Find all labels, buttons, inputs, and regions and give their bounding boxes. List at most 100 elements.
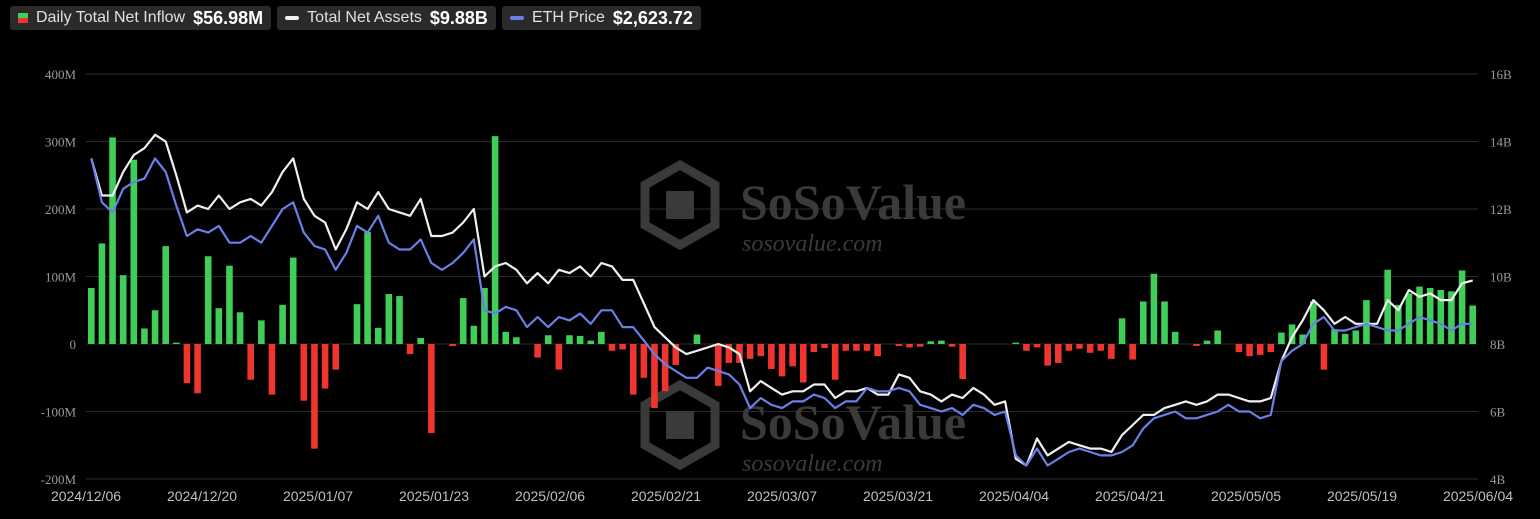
inflow-bar — [725, 344, 733, 363]
inflow-bar — [88, 287, 95, 344]
y-tick-label: 100M — [45, 270, 77, 285]
inflow-bar — [534, 344, 541, 358]
x-tick-label: 2025/04/21 — [1095, 488, 1165, 504]
price-swatch-icon — [509, 16, 524, 20]
inflow-bar — [1044, 344, 1051, 366]
legend-assets[interactable]: Total Net Assets $9.88B — [277, 6, 496, 30]
inflow-bar — [555, 344, 563, 370]
watermark-url: sosovalue.com — [742, 451, 883, 477]
legend-assets-value: $9.88B — [429, 7, 488, 28]
y-tick-label: 0 — [70, 337, 77, 352]
inflow-bar — [1320, 344, 1328, 370]
inflow-bar — [1023, 344, 1030, 351]
y2-tick-label: 16B — [1490, 67, 1512, 82]
inflow-bar — [109, 137, 116, 344]
inflow-bar — [364, 231, 371, 344]
inflow-bar — [1193, 344, 1200, 347]
inflow-bar — [1437, 290, 1445, 344]
x-tick-label: 2025/01/23 — [399, 488, 469, 504]
inflow-bar — [374, 327, 382, 344]
inflow-bar — [1139, 301, 1147, 344]
y2-tick-label: 12B — [1490, 202, 1512, 217]
inflow-bar — [640, 344, 648, 378]
watermark-brand: SoSoValue — [740, 174, 966, 230]
x-tick-label: 2025/03/21 — [863, 488, 933, 504]
inflow-bar — [1171, 331, 1179, 344]
inflow-bar — [693, 334, 701, 344]
legend-inflow-value: $56.98M — [193, 7, 264, 28]
inflow-bar — [959, 344, 966, 380]
inflow-bar — [799, 344, 807, 383]
inflow-bar — [491, 136, 499, 344]
y2-tick-label: 6B — [1490, 405, 1506, 420]
inflow-bar — [1256, 344, 1264, 355]
inflow-bar — [300, 344, 308, 401]
inflow-bar — [1352, 330, 1360, 344]
inflow-bar — [279, 304, 286, 344]
inflow-bar — [672, 344, 680, 365]
inflow-bar — [162, 246, 169, 344]
inflow-bar — [470, 325, 478, 344]
sosovalue-logo-icon — [666, 411, 694, 439]
inflow-bar — [938, 340, 945, 344]
legend: Daily Total Net Inflow $56.98M Total Net… — [10, 6, 701, 30]
inflow-bar — [1161, 301, 1168, 344]
y2-tick-label: 8B — [1490, 337, 1506, 352]
inflow-bar — [714, 344, 722, 386]
inflow-bar — [1097, 344, 1105, 351]
y2-tick-label: 14B — [1490, 135, 1512, 150]
inflow-bar — [194, 344, 201, 394]
sosovalue-logo-icon — [640, 159, 720, 251]
inflow-bar — [481, 287, 488, 344]
inflow-bar — [789, 344, 796, 367]
legend-price[interactable]: ETH Price $2,623.72 — [501, 6, 701, 30]
y-tick-label: 300M — [45, 135, 77, 150]
inflow-bar — [268, 344, 276, 395]
inflow-bar — [1363, 300, 1370, 344]
inflow-bar — [895, 344, 903, 347]
inflow-bar — [746, 344, 754, 359]
inflow-bar — [1246, 344, 1253, 357]
inflow-bar — [863, 344, 871, 351]
x-axis: 2024/12/06 2024/12/20 2025/01/07 2025/01/23… — [51, 488, 1513, 504]
inflow-bar — [842, 344, 850, 351]
legend-inflow-label: Daily Total Net Inflow — [36, 9, 186, 26]
inflow-bar — [1150, 273, 1158, 344]
inflow-bar — [236, 312, 244, 344]
inflow-bar — [332, 344, 340, 370]
x-tick-label: 2025/01/07 — [283, 488, 353, 504]
inflow-bar — [151, 310, 159, 344]
inflow-bar — [1341, 333, 1349, 344]
y-tick-label: 400M — [45, 67, 77, 82]
inflow-bar — [311, 344, 318, 449]
inflow-bar — [1458, 270, 1466, 344]
inflow-bar — [183, 344, 191, 384]
inflow-bar — [1405, 293, 1413, 344]
inflow-bar — [1086, 344, 1094, 353]
inflow-bar — [778, 344, 786, 377]
inflow-bar — [1384, 269, 1391, 344]
inflow-bar — [927, 341, 935, 344]
inflow-bar — [1214, 330, 1221, 344]
inflow-bar — [1267, 344, 1275, 353]
total-net-assets-line — [90, 133, 1473, 467]
inflow-bar — [1331, 329, 1338, 344]
inflow-bar — [258, 320, 265, 344]
inflow-bar — [289, 257, 297, 344]
inflow-bar — [215, 308, 223, 344]
y2-tick-label: 4B — [1490, 472, 1506, 487]
x-tick-label: 2025/05/19 — [1327, 488, 1397, 504]
inflow-bar — [1395, 304, 1402, 344]
inflow-bar — [502, 331, 510, 344]
legend-assets-label: Total Net Assets — [307, 9, 422, 26]
inflow-bar — [141, 328, 148, 344]
inflow-bar — [661, 344, 669, 392]
x-tick-label: 2024/12/20 — [167, 488, 237, 504]
inflow-bar — [576, 335, 584, 344]
inflow-bar — [587, 340, 595, 344]
y-tick-label: -100M — [41, 405, 77, 420]
inflow-bar — [619, 344, 626, 350]
inflow-bar — [1426, 287, 1434, 344]
legend-inflow[interactable]: Daily Total Net Inflow $56.98M — [10, 6, 272, 30]
